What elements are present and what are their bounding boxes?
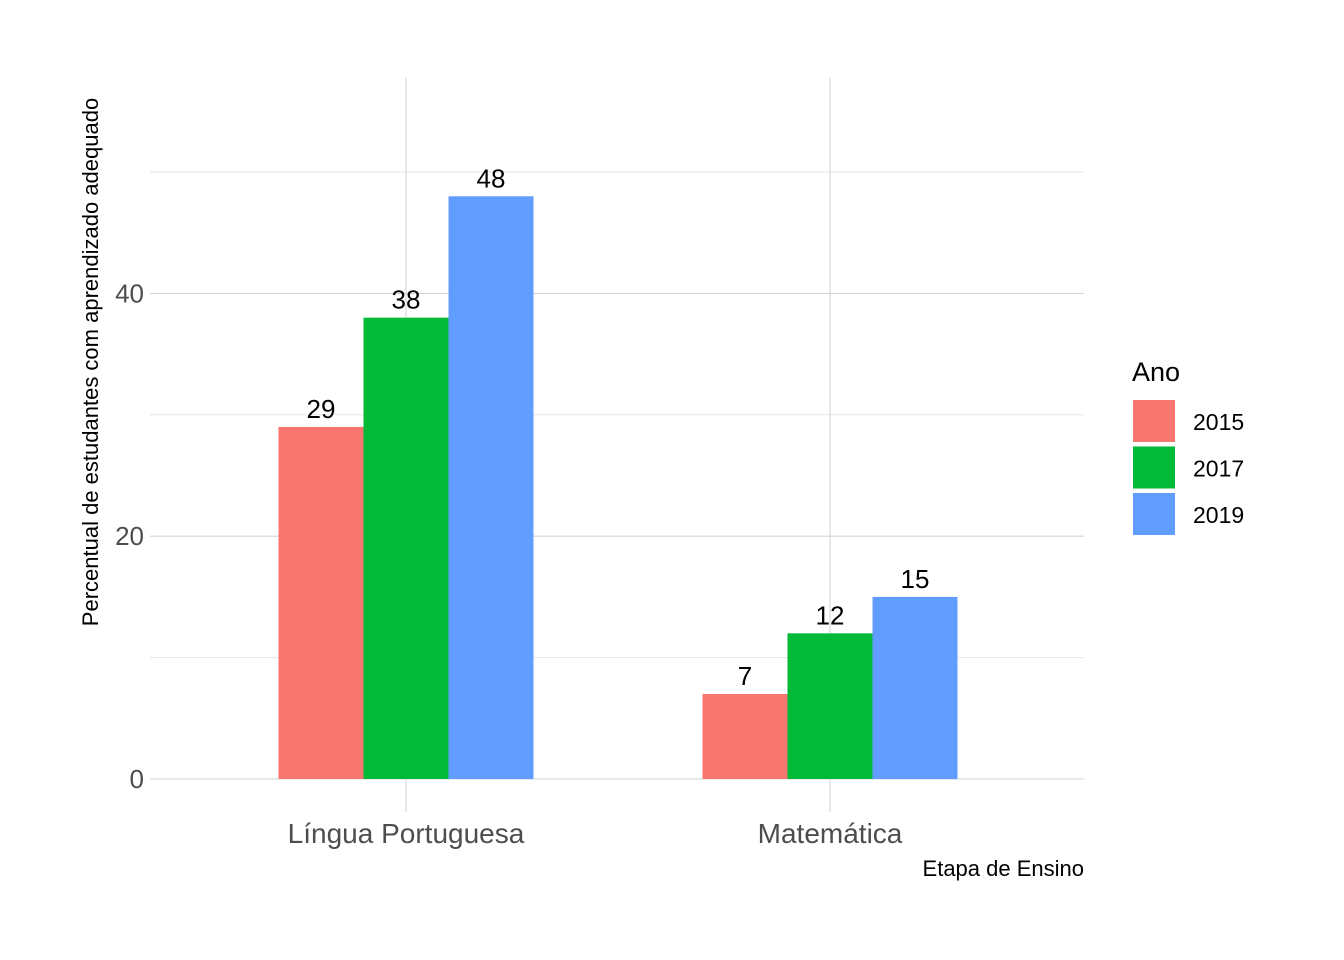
x-axis-ticks: Língua Portuguesa Matemática	[288, 818, 903, 849]
bar	[363, 317, 449, 779]
bar-value-label: 38	[392, 285, 421, 315]
bar-value-label: 12	[816, 600, 845, 630]
bar-value-labels: 29 38 48 7 12 15	[307, 163, 930, 691]
bar	[278, 426, 364, 779]
bar-value-label: 7	[738, 661, 752, 691]
legend-swatch	[1133, 400, 1175, 442]
bars	[278, 196, 958, 779]
legend-label: 2019	[1193, 502, 1244, 528]
x-tick-label: Língua Portuguesa	[288, 818, 525, 849]
y-axis-title: Percentual de estudantes com aprendizado…	[78, 98, 103, 626]
x-axis-title: Etapa de Ensino	[923, 856, 1084, 881]
bar-value-label: 48	[477, 163, 506, 193]
legend-swatch	[1133, 493, 1175, 535]
bar-value-label: 29	[307, 394, 336, 424]
bar	[448, 196, 534, 779]
bar	[872, 596, 958, 779]
bar-value-label: 15	[901, 564, 930, 594]
legend: Ano 2015 2017 2019	[1132, 357, 1244, 535]
bar	[787, 633, 873, 779]
legend-label: 2015	[1193, 409, 1244, 435]
legend-items: 2015 2017 2019	[1133, 400, 1244, 535]
y-axis-ticks: 0 20 40	[115, 278, 144, 794]
legend-swatch	[1133, 446, 1175, 489]
y-tick-label: 20	[115, 521, 144, 551]
legend-title: Ano	[1132, 357, 1180, 387]
legend-label: 2017	[1193, 456, 1244, 482]
y-tick-label: 40	[115, 278, 144, 308]
bar	[702, 694, 788, 779]
y-tick-label: 0	[130, 764, 144, 794]
x-tick-label: Matemática	[758, 818, 903, 849]
